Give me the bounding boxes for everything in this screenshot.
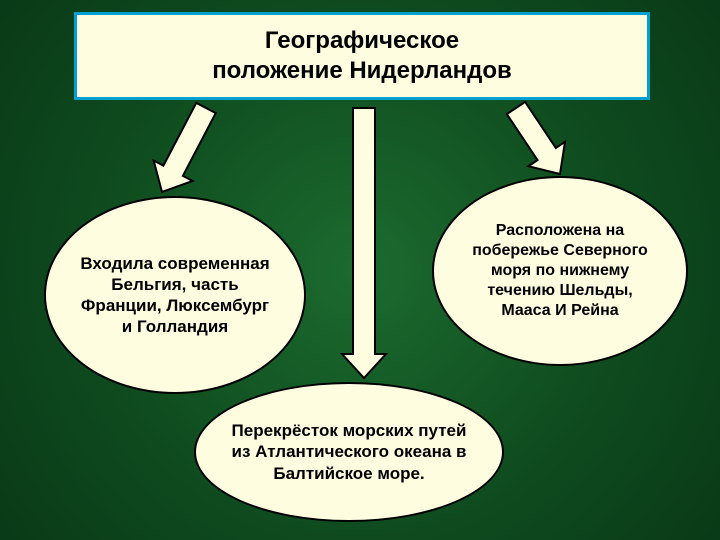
title-line2: положение Нидерландов xyxy=(212,57,512,84)
ellipse-bottom: Перекрёсток морских путей из Атлантическ… xyxy=(194,382,504,522)
arrow-left xyxy=(143,98,226,202)
arrow-center xyxy=(342,108,386,378)
title-text: Географическое положение Нидерландов xyxy=(212,26,512,86)
arrow-right xyxy=(498,96,579,186)
ellipse-left-text: Входила современная Бельгия, часть Франц… xyxy=(74,253,276,338)
ellipse-right: Расположена на побережье Северного моря … xyxy=(432,176,688,366)
ellipse-bottom-text: Перекрёсток морских путей из Атлантическ… xyxy=(224,420,474,484)
diagram-stage: Географическое положение Нидерландов Вхо… xyxy=(0,0,720,540)
title-box: Географическое положение Нидерландов xyxy=(74,12,650,100)
title-line1: Географическое xyxy=(265,27,459,54)
ellipse-left: Входила современная Бельгия, часть Франц… xyxy=(44,196,306,394)
ellipse-right-text: Расположена на побережье Северного моря … xyxy=(462,221,658,321)
